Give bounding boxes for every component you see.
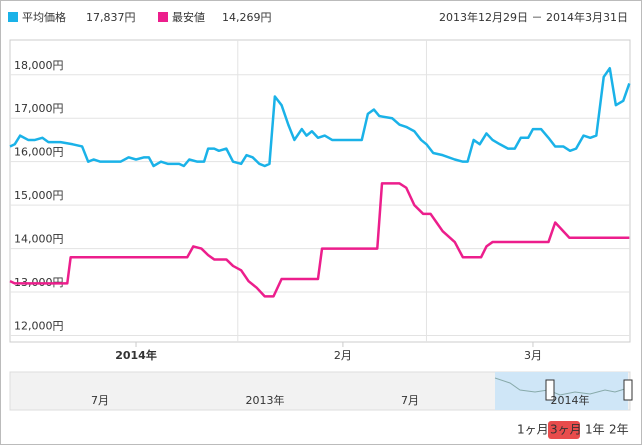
y-tick-label: 12,000円 (14, 319, 64, 332)
range-button[interactable]: 3ヶ月 (550, 423, 582, 437)
range-button[interactable]: 1年 (585, 423, 605, 437)
x-tick-label: 2月 (334, 349, 352, 362)
navigator-label: 2013年 (246, 393, 285, 407)
y-tick-label: 14,000円 (14, 233, 64, 246)
y-tick-label: 18,000円 (14, 59, 64, 72)
legend-swatch (8, 12, 18, 22)
legend-value: 14,269円 (222, 11, 272, 24)
plot-frame (9, 39, 631, 343)
legend-swatch (158, 12, 168, 22)
period: 2013年12月29日 － 2014年3月31日 (439, 10, 628, 24)
navigator-selection[interactable] (495, 372, 628, 410)
series-line (9, 182, 630, 298)
y-tick-label: 16,000円 (14, 146, 64, 159)
range-button-bg[interactable] (548, 421, 580, 439)
legend-value: 17,837円 (86, 11, 136, 24)
range-button[interactable]: 2年 (609, 423, 629, 437)
navigator-line (494, 377, 629, 396)
navigator-handle[interactable] (623, 379, 633, 401)
navigator-label: 7月 (91, 394, 109, 407)
y-tick-label: 17,000円 (14, 102, 64, 115)
navigator-handle[interactable] (545, 379, 555, 401)
navigator-label: 7月 (401, 394, 419, 407)
range-button[interactable]: 1ヶ月 (517, 423, 549, 437)
legend-label: 最安値 (172, 10, 205, 24)
x-tick-label: 2014年 (115, 348, 157, 362)
x-tick-label: 3月 (524, 349, 542, 362)
y-tick-label: 15,000円 (14, 189, 64, 202)
legend-label: 平均価格 (22, 10, 66, 24)
navigator-label: 2014年 (551, 393, 590, 407)
series-line (9, 66, 631, 168)
